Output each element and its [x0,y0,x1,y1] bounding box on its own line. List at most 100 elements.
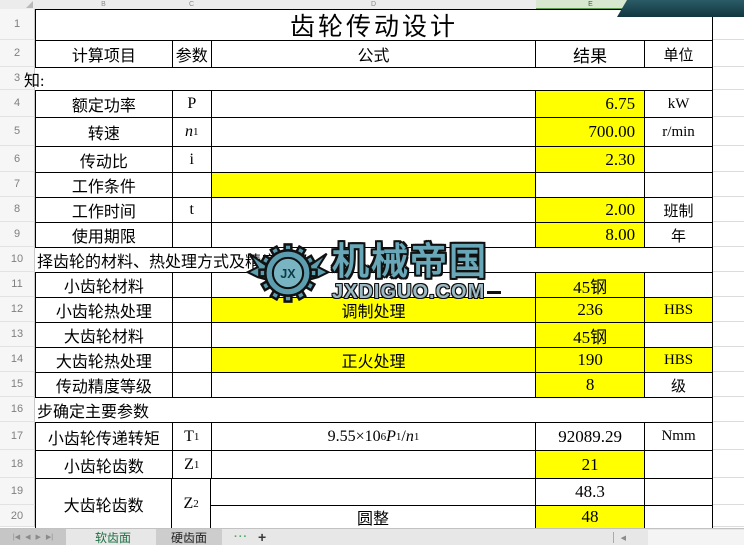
cell-unit-9[interactable]: 年 [671,228,687,245]
cell-result-6[interactable]: 2.30 [536,147,646,172]
cell-unit-7[interactable] [645,173,712,197]
cell-formula-6[interactable] [212,147,537,172]
cell-formula-17[interactable]: 9.55×10 6 P 1/n 1 [212,423,537,450]
cell-formula-5[interactable] [212,118,537,146]
cell-param-11[interactable] [173,273,212,297]
column-header-C[interactable]: C [188,1,195,8]
cell-unit-19[interactable] [645,479,712,505]
cell-unit-5[interactable]: r/min [662,123,695,140]
row-header-12[interactable]: 12 [0,297,35,322]
cell-unit-20[interactable] [645,506,712,528]
horizontal-scrollbar[interactable] [648,530,744,545]
cell-formula-8[interactable] [212,198,537,222]
row-header-15[interactable]: 15 [0,372,35,397]
cell-result-13[interactable]: 45钢 [536,323,646,347]
cell-item-15[interactable]: 传动精度等级 [36,373,173,397]
cell-formula-19[interactable] [211,479,536,505]
row-header-4[interactable]: 4 [0,90,35,117]
row-header-2[interactable]: 2 [0,40,35,67]
cell-item-8[interactable]: 工作时间 [36,198,173,222]
cell-unit-17[interactable]: Nmm [661,428,696,444]
cell-item-11[interactable]: 小齿轮材料 [36,273,173,297]
cell-formula-11[interactable] [212,273,537,297]
cell-item-7[interactable]: 工作条件 [36,173,173,197]
cell-unit-13[interactable] [645,323,712,347]
row-header-3[interactable]: 3 [0,67,35,90]
cell-result-5[interactable]: 700.00 [536,118,646,146]
column-header-B[interactable]: B [101,1,106,8]
cell-unit-6[interactable] [645,147,712,172]
row-header-18[interactable]: 18 [0,450,35,478]
cell-item-6[interactable]: 传动比 [36,147,173,172]
cell-result-18[interactable]: 21 [536,451,646,478]
tab-hard-tooth-face[interactable]: 硬齿面 [156,528,223,545]
header-param-cell[interactable]: 参数 [173,41,212,67]
cell-result-19[interactable]: 48.3 [536,479,645,505]
cell-formula-12[interactable]: 调制处理 [211,298,537,322]
cell-item-5[interactable]: 转速 [36,118,173,146]
cell-item-14[interactable]: 大齿轮热处理 [36,348,173,372]
cell-param-12[interactable] [173,298,212,322]
cell-param-6[interactable]: i [173,147,212,172]
row-header-13[interactable]: 13 [0,322,35,347]
cell-param-9[interactable] [173,223,212,247]
cell-item-19[interactable]: 大齿轮齿数 [36,479,173,529]
row-header-7[interactable]: 7 [0,172,35,197]
add-sheet-button[interactable]: + [258,529,267,545]
row-header-19[interactable]: 19 [0,478,35,505]
cell-unit-12[interactable]: HBS [645,298,712,322]
sheet-title-cell[interactable]: 齿轮传动设计 [289,14,458,40]
header-unit-cell[interactable]: 单位 [663,47,694,64]
column-header-D[interactable]: D [370,1,377,8]
cell-item-17[interactable]: 小齿轮传递转矩 [36,423,173,450]
cell-param-8[interactable]: t [173,198,212,222]
cell-formula-13[interactable] [212,323,537,347]
header-formula-cell[interactable]: 公式 [212,41,537,67]
cell-unit-18[interactable] [645,451,712,478]
cell-item-12[interactable]: 小齿轮热处理 [36,298,173,322]
cell-param-13[interactable] [173,323,212,347]
cell-unit-8[interactable]: 班制 [663,203,694,220]
cell-param-7[interactable] [173,173,212,197]
cell-param-15[interactable] [173,373,212,397]
cell-result-20[interactable]: 48 [536,506,645,528]
row-header-14[interactable]: 14 [0,347,35,372]
header-item-cell[interactable]: 计算项目 [36,41,173,67]
row-header-16[interactable]: 16 [0,397,35,422]
row-header-17[interactable]: 17 [0,422,35,450]
cell-result-9[interactable]: 8.00 [536,223,646,247]
cell-formula-15[interactable] [212,373,537,397]
row-header-5[interactable]: 5 [0,117,35,146]
row-header-1[interactable]: 1 [0,9,35,40]
cell-result-12[interactable]: 236 [536,298,646,322]
cell-param-4[interactable]: P [173,91,212,117]
more-sheets-icon[interactable]: ··· [234,531,249,543]
row-header-6[interactable]: 6 [0,146,35,172]
row-header-11[interactable]: 11 [0,272,35,297]
cell-param-14[interactable] [173,348,212,372]
header-result-cell[interactable]: 结果 [536,41,646,67]
first-sheet-icon[interactable]: |◀ [12,534,21,541]
cell-unit-14[interactable]: HBS [645,348,712,372]
select-all-corner[interactable] [0,0,35,9]
cell-item-9[interactable]: 使用期限 [36,223,173,247]
cell-result-8[interactable]: 2.00 [536,198,646,222]
cell-formula-20[interactable]: 圆整 [211,506,536,528]
cell-formula-18[interactable] [212,451,537,478]
cell-result-7[interactable] [536,173,646,197]
row-header-9[interactable]: 9 [0,222,35,247]
cell-result-17[interactable]: 92089.29 [536,423,646,450]
cell-result-4[interactable]: 6.75 [536,91,646,117]
row-header-8[interactable]: 8 [0,197,35,222]
cell-unit-4[interactable]: kW [667,95,690,112]
cell-result-14[interactable]: 190 [536,348,646,372]
cell-formula-4[interactable] [212,91,537,117]
cell-formula-7[interactable] [211,173,537,197]
prev-sheet-icon[interactable]: ◀ [25,534,31,541]
cell-formula-9[interactable] [212,223,537,247]
cell-item-13[interactable]: 大齿轮材料 [36,323,173,347]
cell-result-15[interactable]: 8 [536,373,646,397]
